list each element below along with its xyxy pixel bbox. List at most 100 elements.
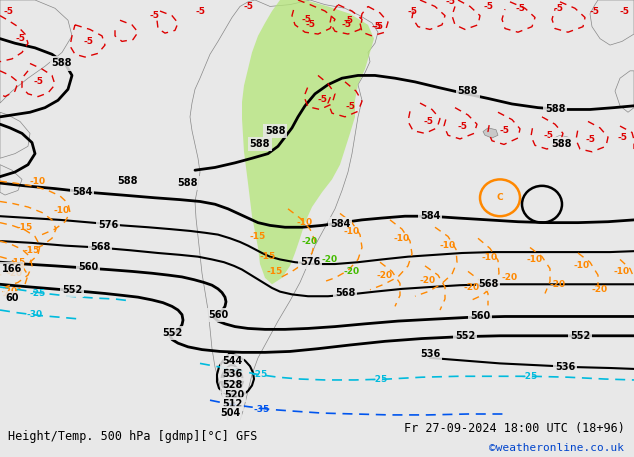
Text: 166: 166 <box>2 264 22 274</box>
Text: -10: -10 <box>54 206 70 215</box>
Text: 536: 536 <box>222 369 242 379</box>
Text: 576: 576 <box>98 220 118 230</box>
Text: 588: 588 <box>545 105 566 115</box>
Text: 528: 528 <box>222 381 242 390</box>
Text: -5: -5 <box>585 135 595 144</box>
Text: 544: 544 <box>222 356 242 366</box>
Text: -15: -15 <box>10 258 26 267</box>
Text: -15: -15 <box>250 232 266 241</box>
Polygon shape <box>554 135 570 146</box>
Text: -15: -15 <box>24 246 40 255</box>
Text: 584: 584 <box>330 219 350 229</box>
Text: -10: -10 <box>344 227 360 236</box>
Text: -10: -10 <box>527 255 543 264</box>
Polygon shape <box>242 0 374 284</box>
Text: -5: -5 <box>3 6 13 16</box>
Polygon shape <box>590 0 634 45</box>
Text: -35: -35 <box>254 405 270 414</box>
Text: -10: -10 <box>482 253 498 262</box>
Text: -5: -5 <box>341 21 351 29</box>
Text: -10: -10 <box>574 261 590 271</box>
Text: -5: -5 <box>150 11 160 20</box>
Polygon shape <box>483 128 498 138</box>
Text: -5: -5 <box>590 6 600 16</box>
Text: 504: 504 <box>220 408 240 418</box>
Text: -30: -30 <box>27 310 43 319</box>
Text: -15: -15 <box>260 252 276 261</box>
Text: 560: 560 <box>78 262 98 272</box>
Text: C: C <box>496 193 503 202</box>
Text: -5: -5 <box>423 117 433 126</box>
Text: -5: -5 <box>553 4 563 13</box>
Text: Height/Temp. 500 hPa [gdmp][°C] GFS: Height/Temp. 500 hPa [gdmp][°C] GFS <box>8 430 257 443</box>
Text: -5: -5 <box>343 16 353 25</box>
Text: -20: -20 <box>420 276 436 285</box>
Text: 520: 520 <box>224 390 244 400</box>
Text: -5: -5 <box>83 37 93 46</box>
Text: -5: -5 <box>407 6 417 16</box>
Text: 552: 552 <box>62 285 82 295</box>
Text: 568: 568 <box>335 288 355 298</box>
Text: 552: 552 <box>455 331 475 341</box>
Text: 552: 552 <box>162 328 182 338</box>
Text: -20: -20 <box>322 255 338 264</box>
Text: 60: 60 <box>5 293 19 303</box>
Text: 536: 536 <box>555 362 575 372</box>
Text: 588: 588 <box>178 178 198 188</box>
Text: -5: -5 <box>617 133 627 142</box>
Text: Fr 27-09-2024 18:00 UTC (18+96): Fr 27-09-2024 18:00 UTC (18+96) <box>404 422 624 435</box>
Text: -5: -5 <box>243 2 253 11</box>
Text: 584: 584 <box>72 187 92 197</box>
Polygon shape <box>0 165 22 195</box>
Text: 584: 584 <box>420 211 440 221</box>
Text: 576: 576 <box>300 257 320 267</box>
Text: -20: -20 <box>2 287 18 296</box>
Text: -5: -5 <box>345 102 355 111</box>
Text: -20: -20 <box>302 237 318 245</box>
Text: -20: -20 <box>592 285 608 294</box>
Text: -5: -5 <box>373 22 383 31</box>
Text: -5: -5 <box>543 131 553 140</box>
Text: 588: 588 <box>118 176 138 186</box>
Text: -15: -15 <box>17 223 33 232</box>
Text: 560: 560 <box>208 310 228 319</box>
Text: -5: -5 <box>445 0 455 6</box>
Text: -5: -5 <box>305 21 315 29</box>
Text: -10: -10 <box>440 241 456 250</box>
Text: -20: -20 <box>377 271 393 280</box>
Text: -20: -20 <box>344 267 360 276</box>
Text: -20: -20 <box>502 273 518 282</box>
Polygon shape <box>0 0 72 103</box>
Text: -5: -5 <box>457 122 467 131</box>
Text: -5: -5 <box>301 15 311 24</box>
Text: ©weatheronline.co.uk: ©weatheronline.co.uk <box>489 443 624 453</box>
Text: -20: -20 <box>7 269 23 278</box>
Text: -25: -25 <box>252 370 268 379</box>
Text: -10: -10 <box>614 267 630 276</box>
Text: -25: -25 <box>372 375 388 383</box>
Text: 588: 588 <box>552 139 573 149</box>
Text: 568: 568 <box>90 243 110 252</box>
Text: -5: -5 <box>499 126 509 135</box>
Text: -5: -5 <box>483 2 493 11</box>
Text: 552: 552 <box>570 331 590 341</box>
Text: -15: -15 <box>267 267 283 276</box>
Text: -20: -20 <box>550 280 566 289</box>
Polygon shape <box>0 112 30 158</box>
Text: -5: -5 <box>33 77 43 86</box>
Text: -20: -20 <box>464 282 480 292</box>
Text: -5: -5 <box>515 4 525 13</box>
Text: -5: -5 <box>195 6 205 16</box>
Text: 568: 568 <box>478 279 498 289</box>
Text: -5: -5 <box>15 34 25 43</box>
Polygon shape <box>615 71 634 112</box>
Text: -25: -25 <box>30 289 46 298</box>
Text: 588: 588 <box>52 58 72 69</box>
Text: -10: -10 <box>297 218 313 227</box>
Polygon shape <box>190 0 378 420</box>
Text: -10: -10 <box>30 177 46 186</box>
Text: 512: 512 <box>222 399 242 409</box>
Text: -5: -5 <box>318 95 328 104</box>
Text: 560: 560 <box>470 312 490 321</box>
Text: -10: -10 <box>394 234 410 243</box>
